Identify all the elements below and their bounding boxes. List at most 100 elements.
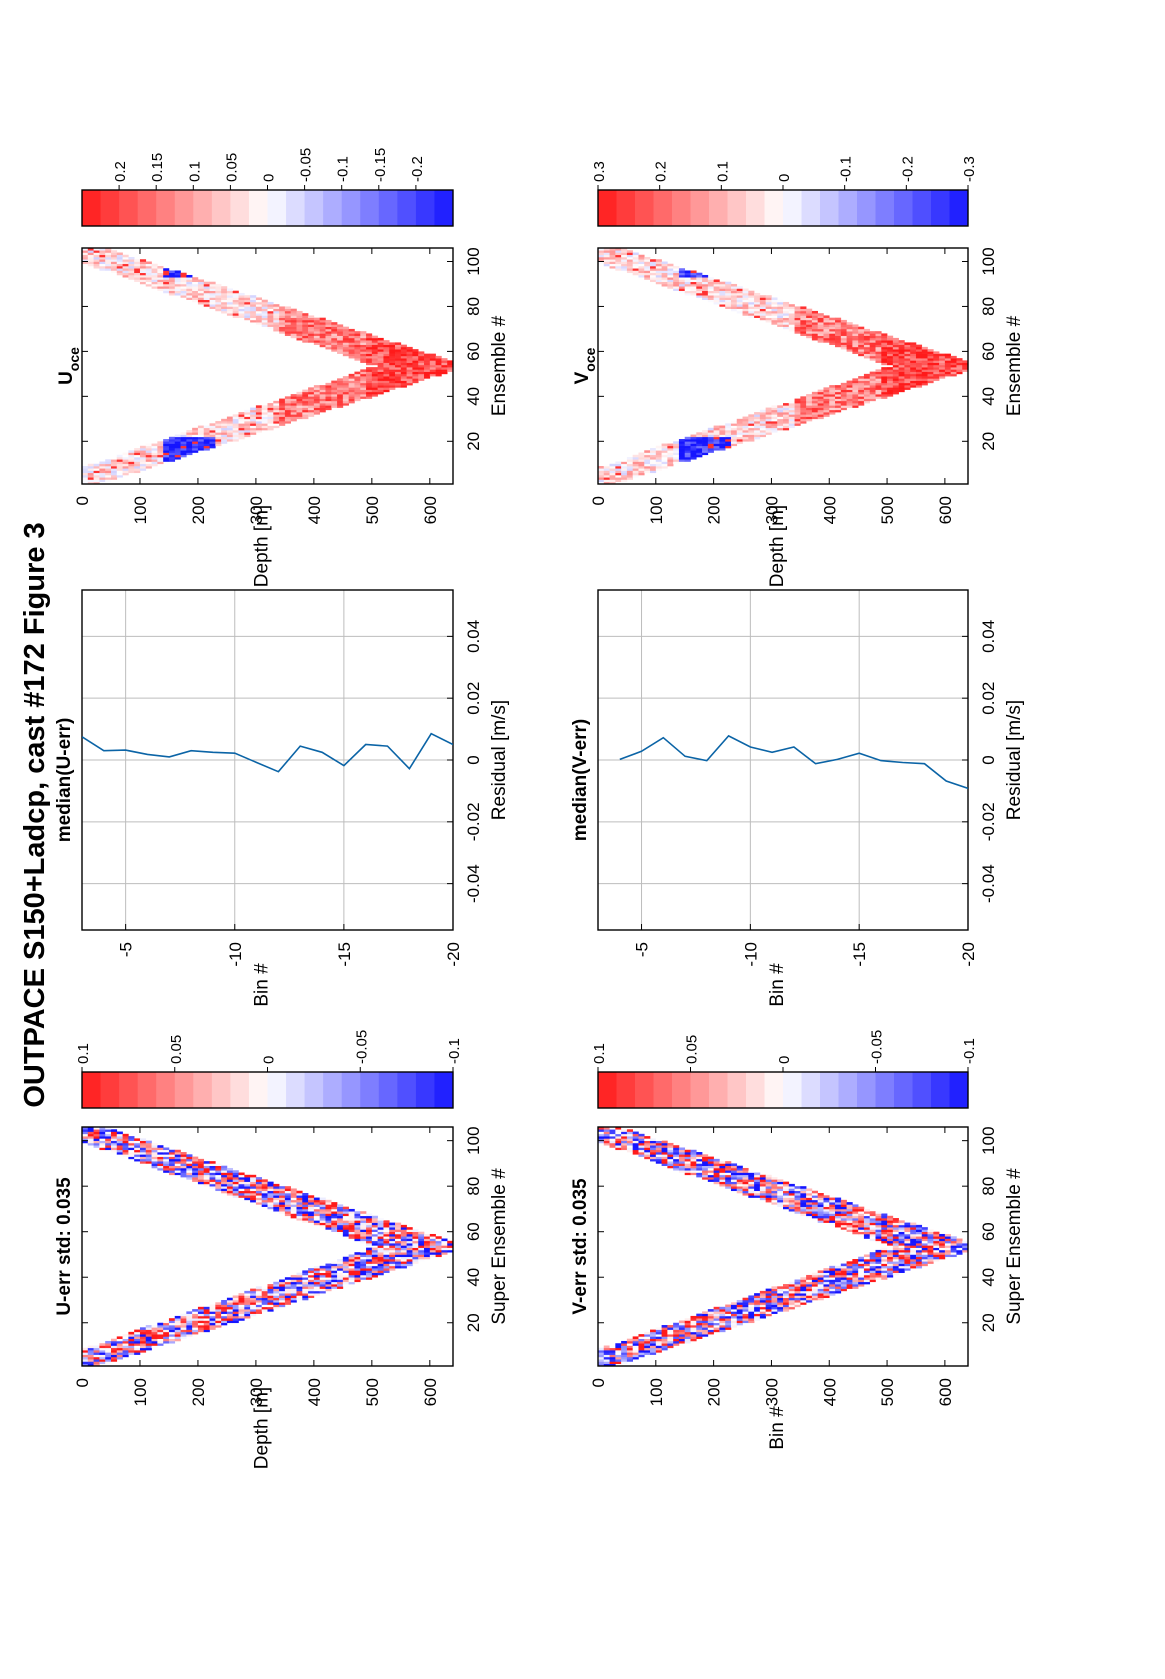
heatmap-cell	[713, 1313, 720, 1317]
heatmap-cell	[313, 394, 320, 397]
heatmap-cell	[105, 479, 112, 483]
heatmap-cell	[777, 1197, 784, 1201]
heatmap-cell	[151, 1145, 158, 1148]
heatmap-cell	[806, 1293, 813, 1296]
heatmap-cell	[655, 457, 662, 460]
heatmap-cell	[308, 389, 315, 393]
heatmap-cell	[221, 1315, 228, 1319]
heatmap-cell	[226, 304, 234, 307]
heatmap-cell	[881, 1247, 888, 1251]
heatmap-cell	[348, 349, 355, 352]
heatmap-cell	[209, 430, 216, 433]
heatmap-cell	[690, 1327, 697, 1330]
heatmap-cell	[255, 297, 263, 300]
heatmap-cell	[139, 1161, 147, 1164]
heatmap-cell	[915, 1263, 923, 1267]
heatmap-cell	[939, 1236, 946, 1239]
colorbar-swatch	[783, 1072, 802, 1108]
heatmap-cell	[673, 1322, 680, 1326]
heatmap-cell	[279, 313, 286, 316]
heatmap-cell	[730, 434, 738, 438]
heatmap-cell	[840, 1213, 847, 1217]
heatmap-cell	[632, 1338, 639, 1342]
heatmap-cell	[395, 1256, 402, 1260]
heatmap-cell	[817, 1218, 824, 1221]
heatmap-cell	[412, 1240, 419, 1244]
heatmap-cell	[250, 299, 257, 303]
heatmap-cell	[835, 389, 842, 393]
heatmap-cell	[284, 315, 291, 318]
heatmap-cell	[395, 353, 402, 357]
heatmap-cell	[887, 1227, 894, 1230]
heatmap-cell	[852, 1259, 859, 1262]
heatmap-cell	[939, 1254, 946, 1258]
heatmap-cell	[348, 1259, 355, 1262]
heatmap-cell	[180, 283, 187, 287]
heatmap-cell	[696, 445, 703, 449]
heatmap-cell	[406, 360, 413, 363]
heatmap-cell	[626, 475, 633, 478]
colorbar-swatch	[434, 190, 454, 226]
heatmap-cell	[319, 1199, 326, 1203]
heatmap-cell	[840, 1206, 847, 1210]
heatmap-cell	[887, 385, 894, 388]
heatmap-cell	[232, 1295, 239, 1299]
heatmap-cell	[736, 423, 743, 426]
heatmap-cell	[87, 472, 94, 476]
heatmap-cell	[950, 1243, 957, 1246]
heatmap-cell	[151, 1156, 158, 1160]
heatmap-cell	[151, 1158, 158, 1162]
x-tick-label: 80	[464, 297, 483, 316]
heatmap-cell	[429, 371, 436, 375]
heatmap-cell	[655, 466, 662, 469]
heatmap-cell	[690, 1165, 697, 1169]
heatmap-cell	[800, 409, 807, 413]
heatmap-cell	[892, 1252, 899, 1255]
heatmap-cell	[331, 1272, 338, 1276]
heatmap-cell	[174, 1315, 181, 1319]
heatmap-cell	[366, 1243, 373, 1246]
heatmap-cell	[296, 333, 303, 336]
heatmap-cell	[702, 441, 709, 444]
heatmap-cell	[846, 400, 853, 404]
heatmap-cell	[950, 1236, 957, 1239]
heatmap-cell	[215, 308, 222, 312]
heatmap-cell	[742, 1306, 749, 1310]
heatmap-cell	[406, 353, 413, 357]
heatmap-cell	[290, 324, 297, 327]
heatmap-cell	[418, 1243, 425, 1246]
heatmap-cell	[238, 412, 245, 415]
heatmap-cell	[209, 1325, 216, 1328]
heatmap-cell	[765, 1181, 772, 1185]
heatmap-cell	[174, 1338, 181, 1342]
heatmap-cell	[846, 403, 853, 406]
heatmap-cell	[313, 1272, 320, 1276]
heatmap-cell	[429, 364, 436, 368]
heatmap-cell	[898, 1240, 905, 1244]
heatmap-cell	[719, 1309, 726, 1312]
heatmap-cell	[342, 378, 349, 381]
heatmap-cell	[284, 308, 291, 312]
heatmap-cell	[823, 1268, 830, 1271]
heatmap-cell	[116, 468, 123, 471]
heatmap-cell	[302, 400, 309, 404]
heatmap-cell	[400, 378, 407, 381]
heatmap-cell	[742, 418, 749, 422]
heatmap-cell	[238, 299, 245, 303]
heatmap-cell	[203, 1327, 210, 1330]
heatmap-cell	[360, 369, 367, 372]
heatmap-cell	[93, 254, 100, 258]
heatmap-cell	[215, 1315, 222, 1319]
heatmap-cell	[875, 1233, 882, 1237]
heatmap-cell	[105, 1127, 112, 1130]
heatmap-cell	[673, 1340, 680, 1344]
heatmap-cell	[110, 261, 118, 265]
heatmap-cell	[186, 283, 193, 287]
heatmap-cell	[197, 297, 205, 300]
heatmap-cell	[742, 1302, 749, 1305]
heatmap-cell	[927, 1254, 934, 1258]
heatmap-cell	[366, 394, 373, 397]
heatmap-cell	[296, 403, 303, 406]
heatmap-cell	[829, 407, 836, 411]
heatmap-cell	[869, 1211, 876, 1214]
